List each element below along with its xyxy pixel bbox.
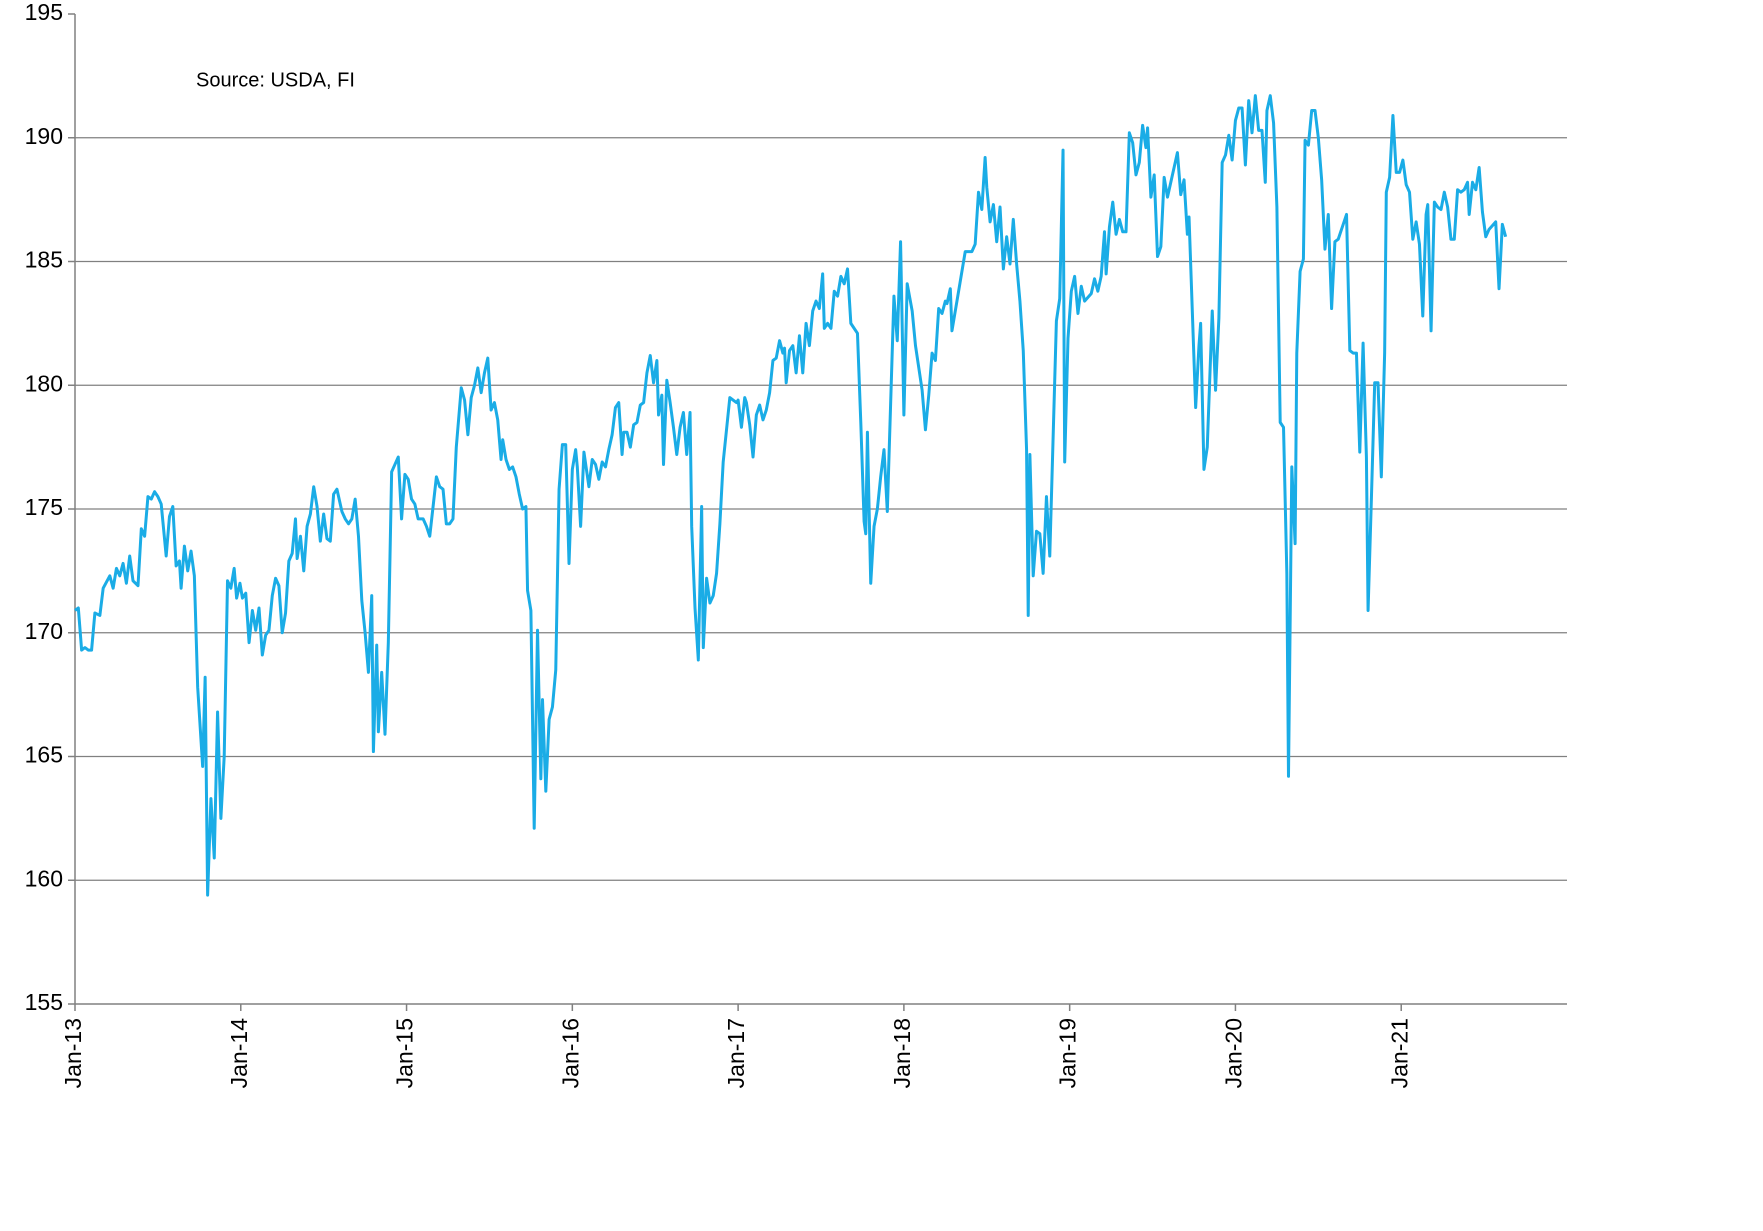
y-tick-label: 185 xyxy=(25,247,63,273)
x-tick-label: Jan-20 xyxy=(1221,1018,1247,1088)
x-tick-label: Jan-19 xyxy=(1055,1018,1081,1088)
y-tick-label: 165 xyxy=(25,742,63,768)
x-tick-label: Jan-13 xyxy=(60,1018,86,1088)
x-tick-label: Jan-16 xyxy=(557,1018,583,1088)
annotation: Source: USDA, FI xyxy=(196,69,355,91)
y-tick-label: 180 xyxy=(25,370,63,396)
x-tick-label: Jan-17 xyxy=(723,1018,749,1088)
x-tick-label: Jan-18 xyxy=(889,1018,915,1088)
y-tick-label: 195 xyxy=(25,0,63,25)
y-tick-label: 155 xyxy=(25,989,63,1015)
x-tick-label: Jan-14 xyxy=(226,1018,252,1089)
y-tick-label: 175 xyxy=(25,494,63,520)
x-tick-label: Jan-15 xyxy=(392,1018,418,1088)
data-line xyxy=(74,94,1508,897)
x-tick-label: Jan-21 xyxy=(1386,1018,1412,1088)
y-tick-label: 190 xyxy=(25,123,63,149)
y-tick-label: 160 xyxy=(25,865,63,891)
y-tick-label: 170 xyxy=(25,618,63,644)
